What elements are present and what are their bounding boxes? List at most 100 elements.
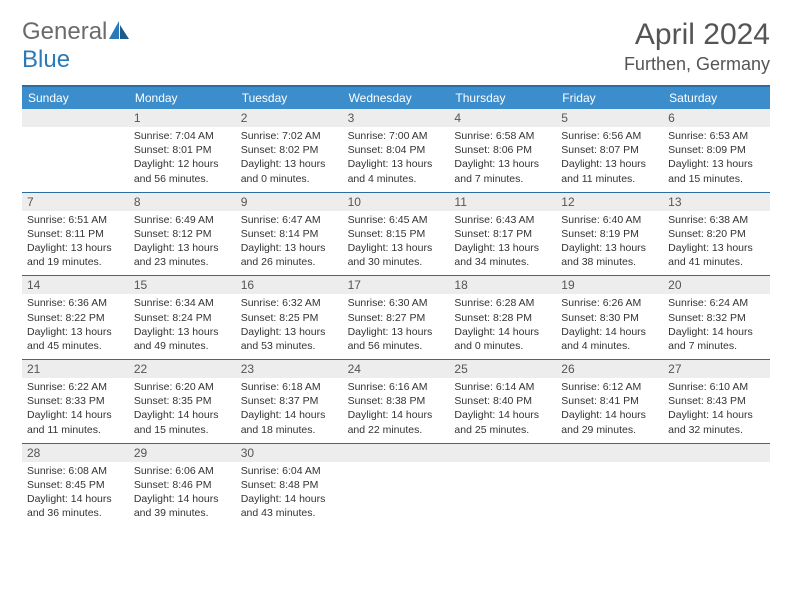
cell-line-sunrise: Sunrise: 6:10 AM: [668, 380, 765, 394]
cell-line-sunset: Sunset: 8:37 PM: [241, 394, 338, 408]
cell-line-sunrise: Sunrise: 6:20 AM: [134, 380, 231, 394]
week-row: 28Sunrise: 6:08 AMSunset: 8:45 PMDayligh…: [22, 444, 770, 527]
day-number: [22, 109, 129, 127]
cell-line-d2: and 53 minutes.: [241, 339, 338, 353]
cell-line-sunset: Sunset: 8:40 PM: [454, 394, 551, 408]
calendar-cell: 14Sunrise: 6:36 AMSunset: 8:22 PMDayligh…: [22, 276, 129, 359]
calendar-cell: 24Sunrise: 6:16 AMSunset: 8:38 PMDayligh…: [343, 360, 450, 443]
cell-line-d2: and 45 minutes.: [27, 339, 124, 353]
cell-line-sunset: Sunset: 8:27 PM: [348, 311, 445, 325]
calendar: SundayMondayTuesdayWednesdayThursdayFrid…: [22, 85, 770, 526]
cell-line-sunrise: Sunrise: 6:45 AM: [348, 213, 445, 227]
day-number: 27: [663, 360, 770, 378]
cell-line-d1: Daylight: 13 hours: [668, 157, 765, 171]
day-header: Sunday: [22, 87, 129, 109]
logo: GeneralBlue: [22, 18, 131, 74]
cell-line-sunrise: Sunrise: 6:16 AM: [348, 380, 445, 394]
cell-line-sunset: Sunset: 8:07 PM: [561, 143, 658, 157]
cell-line-d1: Daylight: 13 hours: [454, 157, 551, 171]
day-number: 9: [236, 193, 343, 211]
cell-line-sunset: Sunset: 8:04 PM: [348, 143, 445, 157]
day-number: 20: [663, 276, 770, 294]
cell-line-d2: and 7 minutes.: [454, 172, 551, 186]
cell-line-sunrise: Sunrise: 6:47 AM: [241, 213, 338, 227]
day-number: 23: [236, 360, 343, 378]
cell-line-d2: and 30 minutes.: [348, 255, 445, 269]
cell-line-d2: and 56 minutes.: [348, 339, 445, 353]
cell-line-d1: Daylight: 14 hours: [668, 408, 765, 422]
cell-line-d1: Daylight: 14 hours: [241, 492, 338, 506]
cell-line-sunrise: Sunrise: 6:24 AM: [668, 296, 765, 310]
calendar-cell: 28Sunrise: 6:08 AMSunset: 8:45 PMDayligh…: [22, 444, 129, 527]
day-number: 16: [236, 276, 343, 294]
day-number: [343, 444, 450, 462]
day-number: 26: [556, 360, 663, 378]
calendar-cell: 20 Sunrise: 6:24 AMSunset: 8:32 PMDayligh…: [663, 276, 770, 359]
cell-line-d1: Daylight: 14 hours: [668, 325, 765, 339]
week-row: 7Sunrise: 6:51 AMSunset: 8:11 PMDaylight…: [22, 193, 770, 277]
calendar-cell: 3Sunrise: 7:00 AMSunset: 8:04 PMDaylight…: [343, 109, 450, 192]
cell-line-d1: Daylight: 13 hours: [27, 325, 124, 339]
cell-line-sunrise: Sunrise: 6:08 AM: [27, 464, 124, 478]
calendar-cell: [449, 444, 556, 527]
day-number: 10: [343, 193, 450, 211]
cell-line-d1: Daylight: 13 hours: [241, 325, 338, 339]
cell-line-d2: and 22 minutes.: [348, 423, 445, 437]
cell-line-d1: Daylight: 14 hours: [348, 408, 445, 422]
day-header: Saturday: [663, 87, 770, 109]
cell-line-sunset: Sunset: 8:06 PM: [454, 143, 551, 157]
cell-line-sunset: Sunset: 8:45 PM: [27, 478, 124, 492]
cell-line-sunset: Sunset: 8:30 PM: [561, 311, 658, 325]
cell-line-d2: and 41 minutes.: [668, 255, 765, 269]
calendar-cell: 15Sunrise: 6:34 AMSunset: 8:24 PMDayligh…: [129, 276, 236, 359]
cell-line-d2: and 34 minutes.: [454, 255, 551, 269]
day-number: 22: [129, 360, 236, 378]
cell-line-d1: Daylight: 13 hours: [668, 241, 765, 255]
cell-line-sunrise: Sunrise: 7:00 AM: [348, 129, 445, 143]
logo-text-1: General: [22, 18, 107, 45]
cell-line-d2: and 56 minutes.: [134, 172, 231, 186]
calendar-cell: 25Sunrise: 6:14 AMSunset: 8:40 PMDayligh…: [449, 360, 556, 443]
cell-line-sunset: Sunset: 8:12 PM: [134, 227, 231, 241]
day-number: 6: [663, 109, 770, 127]
cell-line-d2: and 38 minutes.: [561, 255, 658, 269]
calendar-cell: [343, 444, 450, 527]
weeks: 1Sunrise: 7:04 AMSunset: 8:01 PMDaylight…: [22, 109, 770, 526]
cell-line-d1: Daylight: 13 hours: [134, 325, 231, 339]
cell-line-d2: and 23 minutes.: [134, 255, 231, 269]
cell-line-sunrise: Sunrise: 6:28 AM: [454, 296, 551, 310]
month-title: April 2024: [624, 18, 770, 52]
day-number: 14: [22, 276, 129, 294]
cell-line-sunset: Sunset: 8:32 PM: [668, 311, 765, 325]
calendar-cell: 12Sunrise: 6:40 AMSunset: 8:19 PMDayligh…: [556, 193, 663, 276]
day-number: 12: [556, 193, 663, 211]
cell-line-sunset: Sunset: 8:17 PM: [454, 227, 551, 241]
cell-line-d2: and 39 minutes.: [134, 506, 231, 520]
calendar-cell: 1Sunrise: 7:04 AMSunset: 8:01 PMDaylight…: [129, 109, 236, 192]
day-number: 1: [129, 109, 236, 127]
cell-line-sunset: Sunset: 8:25 PM: [241, 311, 338, 325]
day-number: 18: [449, 276, 556, 294]
calendar-cell: 10Sunrise: 6:45 AMSunset: 8:15 PMDayligh…: [343, 193, 450, 276]
logo-text-2: Blue: [22, 46, 70, 73]
cell-line-d1: Daylight: 13 hours: [134, 241, 231, 255]
cell-line-sunrise: Sunrise: 6:06 AM: [134, 464, 231, 478]
cell-line-sunrise: Sunrise: 6:53 AM: [668, 129, 765, 143]
cell-line-d1: Daylight: 14 hours: [241, 408, 338, 422]
cell-line-d2: and 11 minutes.: [561, 172, 658, 186]
cell-line-sunrise: Sunrise: 6:22 AM: [27, 380, 124, 394]
cell-line-d1: Daylight: 13 hours: [348, 325, 445, 339]
cell-line-sunset: Sunset: 8:20 PM: [668, 227, 765, 241]
header: GeneralBlue April 2024 Furthen, Germany: [22, 18, 770, 75]
day-number: 7: [22, 193, 129, 211]
cell-line-sunset: Sunset: 8:01 PM: [134, 143, 231, 157]
day-header: Thursday: [449, 87, 556, 109]
cell-line-d1: Daylight: 14 hours: [134, 408, 231, 422]
cell-line-sunset: Sunset: 8:22 PM: [27, 311, 124, 325]
cell-line-sunrise: Sunrise: 6:04 AM: [241, 464, 338, 478]
day-number: 21: [22, 360, 129, 378]
day-number: 24: [343, 360, 450, 378]
calendar-cell: 6Sunrise: 6:53 AMSunset: 8:09 PMDaylight…: [663, 109, 770, 192]
cell-line-sunrise: Sunrise: 6:14 AM: [454, 380, 551, 394]
cell-line-d1: Daylight: 13 hours: [454, 241, 551, 255]
